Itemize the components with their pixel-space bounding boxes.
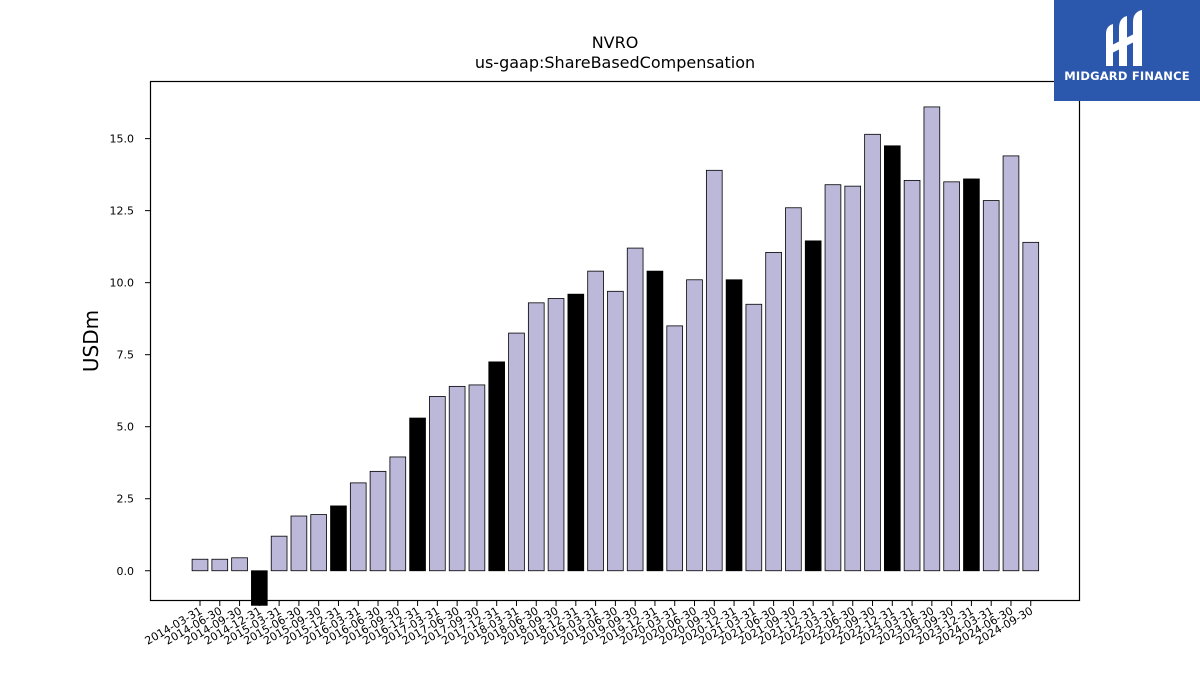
bar-2020-09-30: [705, 169, 723, 572]
x-axis: 2014-03-312014-06-302014-09-302014-12-31…: [143, 601, 1035, 648]
bar-2019-09-30: [626, 247, 644, 572]
bar-2014-03-31: [191, 558, 209, 572]
plot-frame: [149, 80, 1081, 602]
bar-2019-03-31: [587, 270, 604, 572]
midgard-logo-icon: [1106, 10, 1142, 66]
bar-2016-12-31: [409, 417, 426, 572]
bar-2014-06-30: [211, 558, 229, 572]
bar-2022-03-31: [824, 184, 842, 572]
bar-2024-03-31: [982, 200, 1000, 572]
y-tick-label-0.0: 0.0: [117, 565, 135, 578]
bar-2021-06-30: [765, 252, 782, 572]
bar-2017-03-31: [429, 396, 446, 572]
bar-2022-06-30: [844, 185, 862, 572]
bar-2016-09-30: [389, 456, 407, 572]
y-tick-label-7.5: 7.5: [117, 349, 135, 362]
y-tick-label-5.0: 5.0: [117, 421, 135, 434]
bar-2015-06-30: [290, 515, 308, 572]
bar-2015-03-31: [270, 535, 288, 572]
brand-name: MIDGARD FINANCE: [1064, 69, 1190, 83]
y-tick-label-15.0: 15.0: [110, 133, 135, 146]
bar-2023-03-31: [903, 179, 921, 572]
y-tick-label-2.5: 2.5: [117, 493, 135, 506]
bar-2020-06-30: [686, 279, 703, 572]
bar-2022-09-30: [864, 133, 881, 572]
bar-2015-09-30: [310, 514, 327, 572]
bar-2021-09-30: [785, 207, 802, 572]
bar-2017-09-30: [468, 384, 486, 572]
bar-2022-12-31: [884, 145, 901, 572]
bar-2019-12-31: [646, 270, 664, 572]
chart-title: NVRO: [592, 33, 639, 52]
bar-2021-03-31: [745, 303, 763, 572]
chart-subtitle: us-gaap:ShareBasedCompensation: [475, 53, 755, 72]
bar-2017-06-30: [448, 385, 466, 572]
bars-group: [191, 106, 1040, 606]
bar-2020-12-31: [725, 279, 743, 572]
bar-2017-12-31: [488, 361, 505, 572]
bar-2023-09-30: [943, 181, 960, 572]
bar-2023-06-30: [923, 106, 941, 572]
bar-2024-06-30: [1002, 155, 1020, 572]
y-axis: 0.0 2.5 5.0 7.5 10.0 12.5 15.0: [110, 133, 150, 578]
y-tick-label-10.0: 10.0: [110, 277, 135, 290]
bar-2018-09-30: [547, 298, 565, 572]
bar-2024-09-30: [1022, 241, 1040, 572]
bar-2020-03-31: [666, 325, 684, 572]
y-tick-label-12.5: 12.5: [110, 205, 135, 218]
bar-2018-03-31: [508, 332, 525, 572]
bar-2015-12-31: [330, 505, 347, 572]
bar-2016-06-30: [369, 470, 387, 572]
bar-2014-09-30: [231, 557, 248, 572]
bar-2023-12-31: [963, 178, 980, 572]
brand-logo: MIDGARD FINANCE: [1054, 0, 1200, 101]
bar-2019-06-30: [607, 290, 624, 572]
bar-2018-12-31: [567, 293, 585, 572]
y-axis-label: USDm: [79, 310, 103, 372]
bar-2021-12-31: [804, 240, 822, 572]
bar-2016-03-31: [349, 482, 367, 572]
bar-2018-06-30: [527, 302, 545, 572]
